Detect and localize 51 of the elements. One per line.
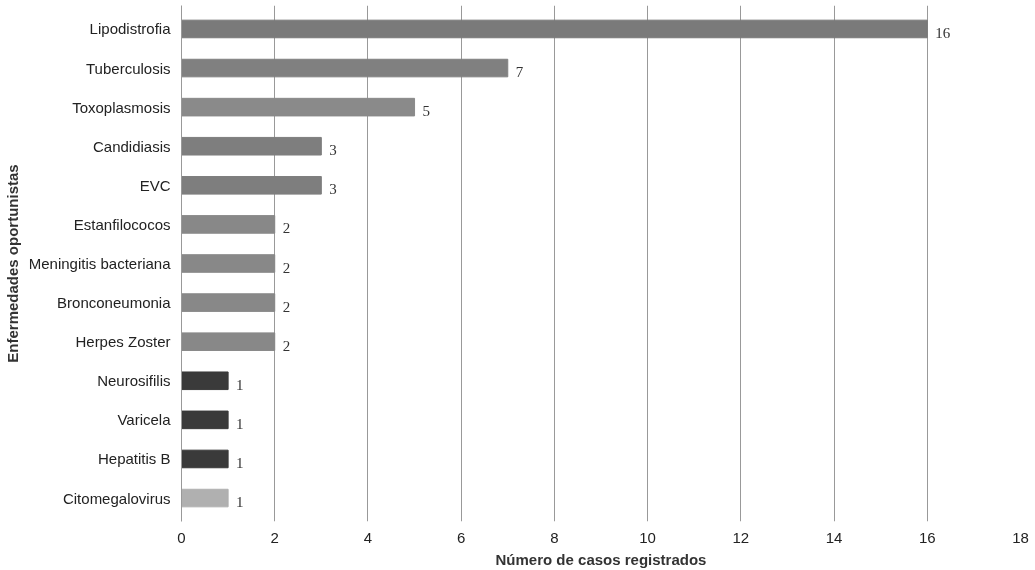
y-tick-label: Toxoplasmosis [72,98,171,116]
data-label: 1 [236,494,244,511]
data-label: 16 [935,24,951,41]
data-label: 7 [515,64,524,81]
data-label: 1 [236,415,244,432]
x-tick-label: 16 [918,528,936,546]
y-tick-label: Estanfilococos [73,215,171,233]
x-tick-label: 14 [825,528,843,546]
y-tick-label: Meningitis bacteriana [28,255,172,272]
x-tick-label: 8 [550,528,559,546]
data-label: 5 [422,103,431,120]
bar [181,19,928,39]
data-label: 1 [236,454,244,471]
data-label: 2 [282,220,291,237]
y-tick-label: Varicela [117,411,172,429]
data-label: 2 [282,298,291,315]
x-tick-label: 2 [270,528,279,546]
y-tick-label: Citomegalovirus [62,489,171,507]
bar [181,215,276,234]
y-tick-label: Neurosifilis [97,372,171,390]
bar [181,293,276,312]
data-label: 3 [329,142,337,159]
bar [181,58,509,78]
y-tick-label: Hepatitis B [97,450,171,468]
bar [181,254,276,273]
y-tick-label: Candidiasis [92,137,171,155]
y-tick-label: EVC [139,176,171,194]
x-tick-label: 18 [1012,528,1029,546]
y-axis-title: Enfermedades oportunistas [3,164,21,363]
y-tick-label: Lipodistrofia [89,20,172,38]
data-label: 2 [282,259,291,276]
x-tick-label: 0 [177,528,186,546]
bar [181,371,229,391]
y-tick-label: Bronconeumonia [57,294,172,312]
bar [181,176,322,195]
bar [181,488,229,508]
bar [181,410,229,430]
data-label: 2 [282,337,291,354]
y-tick-label: Tuberculosis [86,59,171,77]
x-tick-label: 6 [457,528,466,546]
x-axis-title: Número de casos registrados [495,550,707,568]
x-tick-label: 10 [639,528,656,546]
bar [181,449,229,469]
bar [181,97,416,117]
y-tick-label: Herpes Zoster [75,333,171,351]
data-label: 3 [329,181,337,198]
x-tick-label: 12 [732,528,750,546]
bar [181,332,276,351]
bar [181,136,322,156]
data-label: 1 [236,376,244,393]
x-tick-label: 4 [363,528,373,546]
